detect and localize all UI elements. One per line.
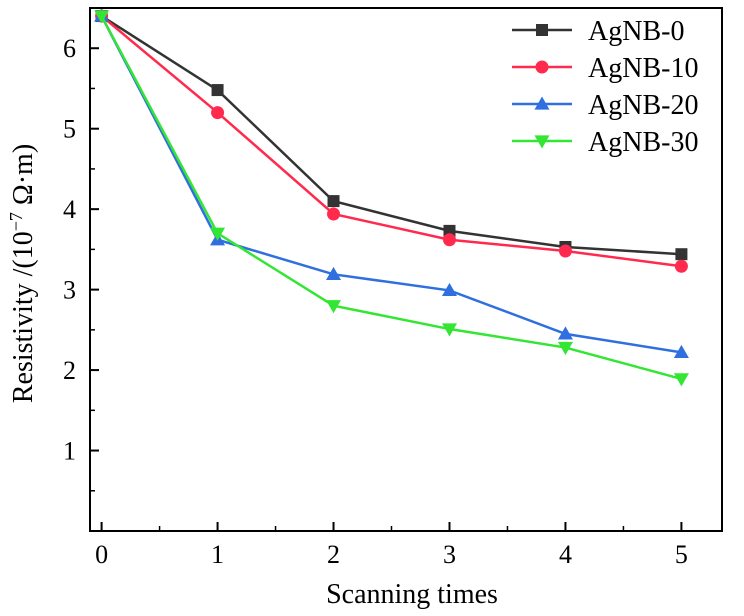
- data-point: [673, 373, 689, 387]
- series-line: [100, 14, 682, 256]
- y-tick-label: 5: [63, 115, 76, 144]
- axes: 0 1 2 3 4 5 1 2 3 4 5 6: [63, 7, 723, 569]
- data-point: [210, 227, 226, 241]
- data-point: [558, 244, 572, 258]
- x-tick-label: 4: [559, 540, 572, 569]
- plot-frame: [89, 7, 723, 532]
- legend-label: AgNB-20: [588, 90, 698, 121]
- series-line: [100, 15, 682, 381]
- series-line: [100, 15, 682, 354]
- data-point: [443, 224, 456, 237]
- y-axis-title-main: Resistivity /(10: [8, 231, 39, 403]
- x-tick-label: 5: [675, 540, 688, 569]
- legend-marker: [536, 24, 548, 36]
- data-point: [327, 195, 340, 208]
- data-point: [441, 323, 457, 337]
- legend: AgNB-0 AgNB-10 AgNB-20 AgNB-30: [512, 16, 698, 158]
- data-point: [211, 106, 225, 120]
- series-layer: [94, 8, 689, 387]
- data-point: [557, 326, 573, 340]
- x-tick-label: 2: [327, 540, 340, 569]
- data-point: [674, 259, 688, 273]
- y-axis-title-exponent: −7: [6, 212, 26, 231]
- data-point: [211, 84, 224, 97]
- data-point: [327, 207, 341, 221]
- legend-entry: AgNB-20: [512, 90, 698, 121]
- legend-marker: [534, 96, 550, 110]
- legend-label: AgNB-0: [588, 16, 684, 47]
- data-point: [557, 341, 573, 356]
- legend-entry: AgNB-0: [512, 16, 684, 47]
- y-axis-title: Resistivity /(10−7 Ω·m): [6, 144, 39, 403]
- data-point: [441, 282, 457, 297]
- data-point: [94, 10, 110, 24]
- y-tick-label: 2: [63, 356, 76, 385]
- x-axis-title: Scanning times: [326, 579, 498, 610]
- legend-label: AgNB-10: [588, 53, 698, 84]
- x-tick-label: 0: [95, 540, 108, 569]
- legend-entry: AgNB-10: [512, 53, 698, 84]
- x-tick-label: 3: [443, 540, 456, 569]
- y-axis-title-unit: Ω·m): [8, 144, 39, 212]
- data-point: [326, 266, 342, 280]
- y-tick-label: 4: [63, 195, 76, 224]
- data-point: [673, 344, 689, 359]
- series-agnb-30: [94, 10, 689, 387]
- data-point: [326, 300, 342, 314]
- x-tick-label: 1: [211, 540, 224, 569]
- data-point: [442, 233, 456, 247]
- legend-entry: AgNB-30: [512, 127, 698, 158]
- legend-marker: [535, 60, 549, 74]
- y-tick-label: 6: [63, 34, 76, 63]
- series-line: [100, 15, 682, 268]
- legend-marker: [534, 135, 550, 149]
- y-tick-label: 3: [63, 276, 76, 305]
- y-tick-label: 1: [63, 437, 76, 466]
- legend-label: AgNB-30: [588, 127, 698, 158]
- data-point: [675, 248, 688, 261]
